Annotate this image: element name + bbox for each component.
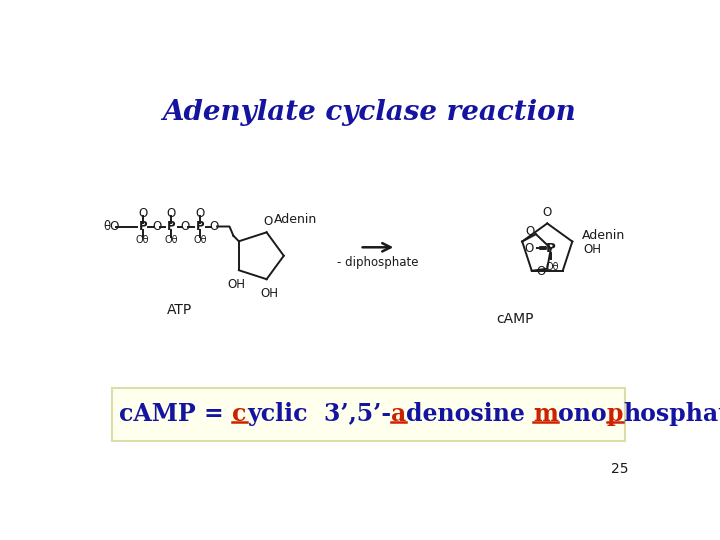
Text: θO: θO <box>104 220 120 233</box>
Text: cAMP: cAMP <box>496 312 534 326</box>
Text: Oθ: Oθ <box>193 235 207 245</box>
Text: P: P <box>167 220 176 233</box>
Bar <box>112 388 625 441</box>
Text: OH: OH <box>260 287 278 300</box>
Text: O: O <box>152 220 161 233</box>
Text: O: O <box>210 220 219 233</box>
Text: Oθ: Oθ <box>546 262 559 272</box>
Text: Oθ: Oθ <box>165 235 178 245</box>
Text: O: O <box>167 207 176 220</box>
Text: O: O <box>536 265 546 278</box>
Text: P: P <box>138 220 147 233</box>
Text: P: P <box>546 242 556 255</box>
Text: O: O <box>525 225 534 238</box>
Text: denosine: denosine <box>406 402 534 427</box>
Text: P: P <box>196 220 204 233</box>
Text: O: O <box>264 215 273 228</box>
Text: 25: 25 <box>611 462 629 476</box>
Text: Adenin: Adenin <box>274 213 318 226</box>
Text: c: c <box>233 402 247 427</box>
Text: OH: OH <box>228 278 246 291</box>
Text: O: O <box>138 207 148 220</box>
Text: p: p <box>607 402 624 427</box>
Text: ATP: ATP <box>166 302 192 316</box>
Text: O: O <box>181 220 190 233</box>
Text: ono: ono <box>558 402 607 427</box>
Text: m: m <box>534 402 558 427</box>
Text: - diphosphate: - diphosphate <box>337 256 418 269</box>
Text: O: O <box>195 207 204 220</box>
Text: Adenylate cyclase reaction: Adenylate cyclase reaction <box>162 99 576 126</box>
Text: O: O <box>525 242 534 255</box>
Text: =: = <box>538 242 547 255</box>
Text: yclic  3’,5’-: yclic 3’,5’- <box>247 402 391 427</box>
Text: hosphate: hosphate <box>624 402 720 427</box>
Text: a: a <box>391 402 406 427</box>
Text: O: O <box>543 206 552 219</box>
Text: Oθ: Oθ <box>136 235 150 245</box>
Text: Adenin: Adenin <box>582 229 625 242</box>
Text: OH: OH <box>583 242 601 256</box>
Text: cAMP =: cAMP = <box>120 402 233 427</box>
